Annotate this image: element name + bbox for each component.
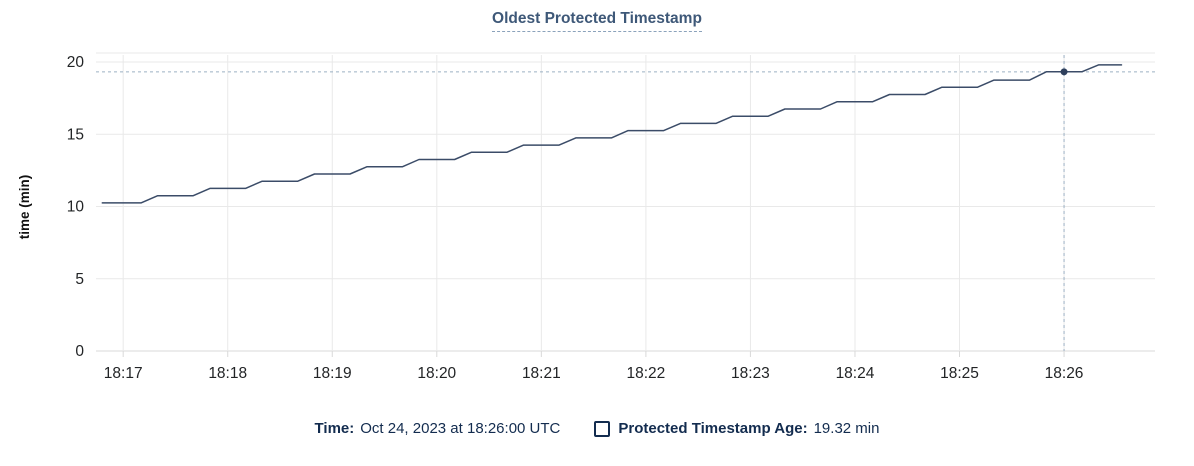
hover-point-dot — [1060, 68, 1068, 76]
legend-time-value: Oct 24, 2023 at 18:26:00 UTC — [360, 420, 561, 437]
y-tick-label: 20 — [67, 54, 85, 71]
x-tick-label: 18:23 — [731, 365, 770, 382]
chart-header: Oldest Protected Timestamp — [0, 10, 1194, 32]
legend-series-label: Protected Timestamp Age: — [618, 420, 808, 437]
y-tick-label: 10 — [67, 199, 85, 216]
chart-title: Oldest Protected Timestamp — [492, 10, 702, 32]
x-tick-label: 18:22 — [626, 365, 665, 382]
series-line — [101, 64, 1123, 204]
y-tick-label: 5 — [75, 271, 84, 288]
x-tick-label: 18:19 — [313, 365, 352, 382]
x-tick-label: 18:24 — [836, 365, 875, 382]
series-checkbox[interactable] — [594, 420, 611, 437]
y-tick-label: 15 — [67, 126, 84, 143]
line-chart[interactable]: 18:17 18:18 18:19 18:20 18:21 18:22 18:23 18:24… — [0, 0, 1194, 410]
x-tick-label: 18:21 — [522, 365, 561, 382]
y-axis-title: time (min) — [17, 175, 32, 240]
x-tick-label: 18:26 — [1045, 365, 1084, 382]
x-tick-label: 18:25 — [940, 365, 979, 382]
legend-time-label: Time: — [314, 420, 355, 437]
x-tick-label: 18:18 — [208, 365, 247, 382]
x-tick-label: 18:17 — [104, 365, 143, 382]
legend-series-value: 19.32 min — [813, 420, 880, 437]
x-tick-label: 18:20 — [417, 365, 456, 382]
plot-area[interactable] — [96, 55, 1155, 351]
y-tick-label: 0 — [75, 343, 84, 360]
chart-legend: Time: Oct 24, 2023 at 18:26:00 UTC Protec… — [0, 420, 1194, 437]
